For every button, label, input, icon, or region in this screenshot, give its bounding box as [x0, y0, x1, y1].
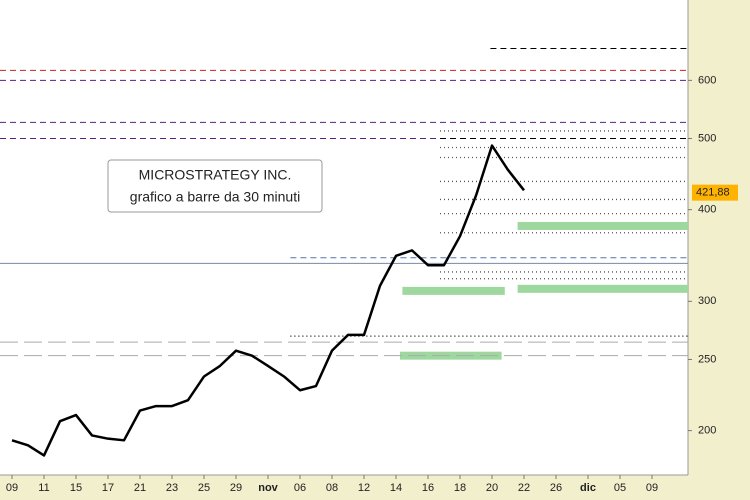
- x-tick-label: 05: [614, 482, 626, 494]
- x-tick-label: dic: [580, 482, 596, 494]
- x-tick-label: 16: [422, 482, 434, 494]
- x-tick-label: 12: [358, 482, 370, 494]
- price-line: [11, 144, 525, 457]
- x-tick-label: 11: [38, 482, 49, 494]
- support-zone: [400, 351, 502, 360]
- x-tick-label: 08: [326, 482, 338, 494]
- x-tick-label: nov: [258, 482, 278, 494]
- x-tick-label: 06: [294, 482, 306, 494]
- y-tick-label: 300: [698, 295, 716, 307]
- x-tick-label: 09: [6, 482, 18, 494]
- x-tick-label: 22: [518, 482, 530, 494]
- y-tick-label: 250: [698, 353, 716, 365]
- support-zone: [402, 286, 505, 295]
- x-tick-label: 20: [486, 482, 498, 494]
- chart-subtitle: grafico a barre da 30 minuti: [130, 189, 300, 205]
- x-tick-label: 18: [454, 482, 466, 494]
- x-tick-label: 21: [134, 482, 146, 494]
- layer: 200 250 300 400 500 600 09 11 15 17 21 23 25 29 nov 06 0…: [0, 48, 738, 494]
- y-tick-label: 500: [698, 132, 716, 144]
- last-price-label: 421,88: [696, 187, 730, 199]
- x-tick-label: 14: [390, 482, 402, 494]
- plot-area: [0, 0, 688, 475]
- support-zone: [517, 221, 688, 230]
- annotation-box: [107, 159, 323, 213]
- y-tick-label: 600: [698, 74, 716, 86]
- support-zone: [517, 284, 688, 293]
- x-tick-label: 09: [646, 482, 658, 494]
- x-tick-label: 15: [70, 482, 82, 494]
- x-tick-label: 29: [230, 482, 242, 494]
- x-tick-label: 23: [166, 482, 178, 494]
- last-price-box: [692, 184, 738, 201]
- x-tick-label: 17: [102, 482, 114, 494]
- x-tick-label: 25: [198, 482, 210, 494]
- chart-title: MICROSTRATEGY INC.: [139, 167, 292, 183]
- y-tick-label: 200: [698, 425, 716, 437]
- x-tick-label: 26: [550, 482, 562, 494]
- y-tick-label: 400: [698, 204, 716, 216]
